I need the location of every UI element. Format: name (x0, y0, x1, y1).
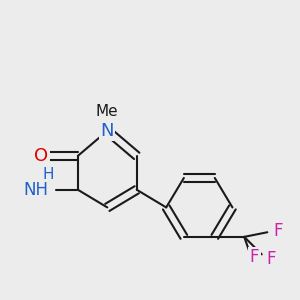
Text: F: F (266, 250, 276, 268)
Text: N: N (100, 122, 114, 140)
Text: O: O (34, 147, 48, 165)
Text: H: H (43, 167, 54, 182)
Text: F: F (250, 248, 259, 266)
Text: F: F (274, 222, 283, 240)
Text: Me: Me (96, 104, 118, 119)
Text: NH: NH (23, 181, 48, 199)
